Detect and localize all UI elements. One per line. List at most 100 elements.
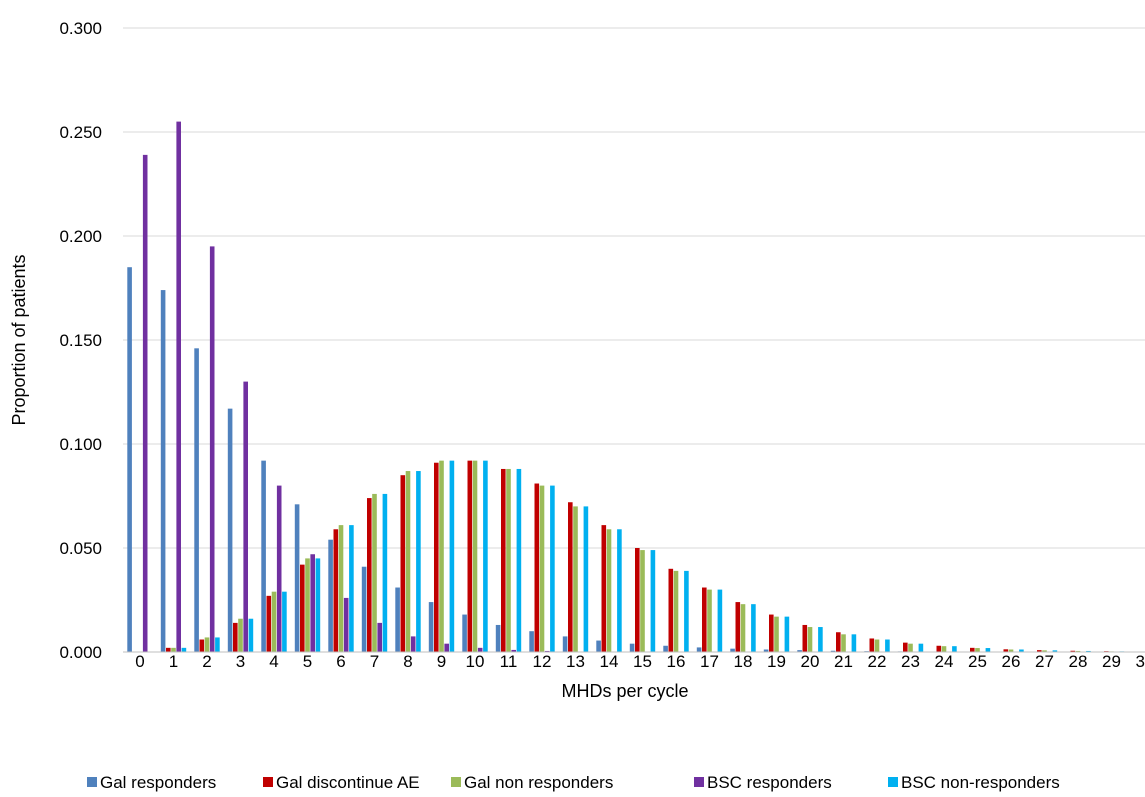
bar-bsc-non-responders-10 — [483, 460, 488, 652]
bar-gal-responders-18 — [730, 648, 735, 652]
bar-gal-discontinue-ae-20 — [802, 624, 808, 652]
bar-gal-discontinue-ae-24 — [936, 645, 942, 652]
bar-gal-non-responders-16 — [673, 570, 679, 652]
x-tick-label: 19 — [767, 652, 786, 671]
x-tick-label: 27 — [1035, 652, 1054, 671]
bar-bsc-non-responders-8 — [416, 471, 421, 652]
legend-label: BSC responders — [707, 773, 832, 792]
bar-gal-responders-7 — [361, 566, 367, 652]
x-tick-label: 16 — [667, 652, 686, 671]
bar-gal-non-responders-11 — [506, 468, 511, 652]
bar-gal-responders-1 — [160, 290, 166, 652]
bar-gal-discontinue-ae-6 — [333, 529, 339, 652]
legend-swatch — [263, 777, 273, 787]
bar-gal-non-responders-3 — [238, 618, 243, 652]
x-tick-label: 21 — [834, 652, 853, 671]
bar-gal-non-responders-25 — [975, 648, 980, 652]
bar-gal-non-responders-8 — [405, 471, 411, 652]
bar-gal-non-responders-12 — [539, 485, 545, 652]
bar-bsc-responders-12 — [544, 650, 550, 652]
x-axis-ticks: 0 1 2 3 4 5 6 7 8 9 10 11 12 13 14 15 16 17 18 19 20 21 22 23 24… — [135, 652, 1145, 671]
bar-gal-non-responders-13 — [573, 506, 578, 652]
bar-bsc-non-responders-18 — [751, 604, 756, 652]
bar-gal-discontinue-ae-9 — [434, 462, 439, 652]
bar-bsc-non-responders-19 — [784, 616, 790, 652]
bar-gal-discontinue-ae-26 — [1003, 649, 1009, 652]
x-tick-label: 7 — [370, 652, 379, 671]
x-tick-label: 23 — [901, 652, 920, 671]
bar-gal-discontinue-ae-15 — [635, 548, 640, 652]
bar-gal-discontinue-ae-4 — [266, 595, 272, 652]
bar-gal-discontinue-ae-23 — [903, 642, 908, 652]
x-tick-label: 1 — [169, 652, 178, 671]
legend-swatch — [888, 777, 898, 787]
bar-gal-responders-20 — [797, 650, 802, 652]
bar-bsc-non-responders-5 — [315, 558, 321, 652]
x-tick-label: 6 — [336, 652, 345, 671]
bar-bsc-responders-3 — [243, 381, 248, 652]
y-axis-ticks: 0.000 0.050 0.100 0.150 0.200 0.250 0.300 — [59, 19, 102, 662]
bar-gal-responders-11 — [495, 624, 501, 652]
bar-bsc-responders-10 — [477, 647, 483, 652]
x-tick-label: 10 — [466, 652, 485, 671]
bar-bsc-non-responders-21 — [851, 634, 857, 652]
bar-gal-non-responders-10 — [472, 460, 478, 652]
bar-gal-non-responders-17 — [707, 589, 712, 652]
bar-bsc-non-responders-12 — [550, 485, 555, 652]
x-tick-label: 18 — [734, 652, 753, 671]
x-tick-label: 4 — [269, 652, 278, 671]
x-axis-title: MHDs per cycle — [561, 681, 688, 701]
x-tick-label: 14 — [600, 652, 619, 671]
x-tick-label: 17 — [700, 652, 719, 671]
bar-gal-responders-0 — [127, 267, 132, 652]
x-tick-label: 13 — [566, 652, 585, 671]
bar-gal-discontinue-ae-5 — [300, 564, 305, 652]
bar-bsc-non-responders-15 — [650, 550, 656, 652]
bar-bsc-non-responders-23 — [918, 643, 924, 652]
x-tick-label: 11 — [500, 652, 518, 671]
x-tick-label: 8 — [403, 652, 412, 671]
bar-gal-non-responders-9 — [439, 460, 444, 652]
bar-gal-discontinue-ae-3 — [233, 622, 238, 652]
bar-gal-responders-4 — [261, 460, 266, 652]
legend: Gal responders Gal discontinue AE Gal non … — [87, 773, 1060, 792]
bar-bsc-non-responders-24 — [952, 646, 957, 652]
bar-gal-responders-12 — [529, 631, 534, 652]
legend-label: Gal non responders — [464, 773, 613, 792]
gridlines — [123, 27, 1145, 549]
x-tick-label: 24 — [935, 652, 954, 671]
bar-bsc-non-responders-3 — [248, 618, 254, 652]
bar-gal-non-responders-14 — [606, 529, 612, 652]
bar-gal-non-responders-4 — [271, 591, 277, 652]
x-tick-label: 29 — [1102, 652, 1121, 671]
x-tick-label: 26 — [1002, 652, 1021, 671]
bar-gal-non-responders-18 — [740, 604, 746, 652]
x-tick-label: 25 — [968, 652, 987, 671]
bar-bsc-responders-9 — [444, 643, 449, 652]
y-tick-label: 0.000 — [59, 643, 102, 662]
bar-gal-responders-6 — [328, 539, 333, 652]
bar-bsc-non-responders-4 — [282, 591, 287, 652]
x-tick-label: 9 — [437, 652, 446, 671]
bar-gal-non-responders-2 — [204, 637, 210, 652]
y-tick-label: 0.300 — [59, 19, 102, 38]
bar-gal-non-responders-23 — [908, 643, 913, 652]
bar-bsc-non-responders-14 — [617, 529, 622, 652]
bar-bsc-responders-6 — [343, 597, 349, 652]
bar-gal-responders-5 — [294, 504, 300, 652]
bar-bsc-responders-2 — [209, 246, 215, 652]
bar-bsc-non-responders-28 — [1086, 650, 1091, 652]
x-tick-label: 15 — [633, 652, 652, 671]
bar-gal-discontinue-ae-13 — [568, 502, 573, 652]
y-axis-title: Proportion of patients — [9, 254, 29, 425]
bar-bsc-non-responders-26 — [1019, 649, 1024, 652]
bar-gal-responders-21 — [830, 650, 836, 652]
bar-bsc-responders-1 — [176, 121, 181, 653]
legend-swatch — [694, 777, 704, 787]
bar-gal-non-responders-5 — [305, 558, 310, 652]
bar-gal-responders-16 — [663, 645, 668, 652]
bar-bsc-responders-8 — [410, 636, 416, 652]
bar-gal-responders-14 — [596, 640, 601, 652]
y-tick-label: 0.050 — [59, 539, 102, 558]
